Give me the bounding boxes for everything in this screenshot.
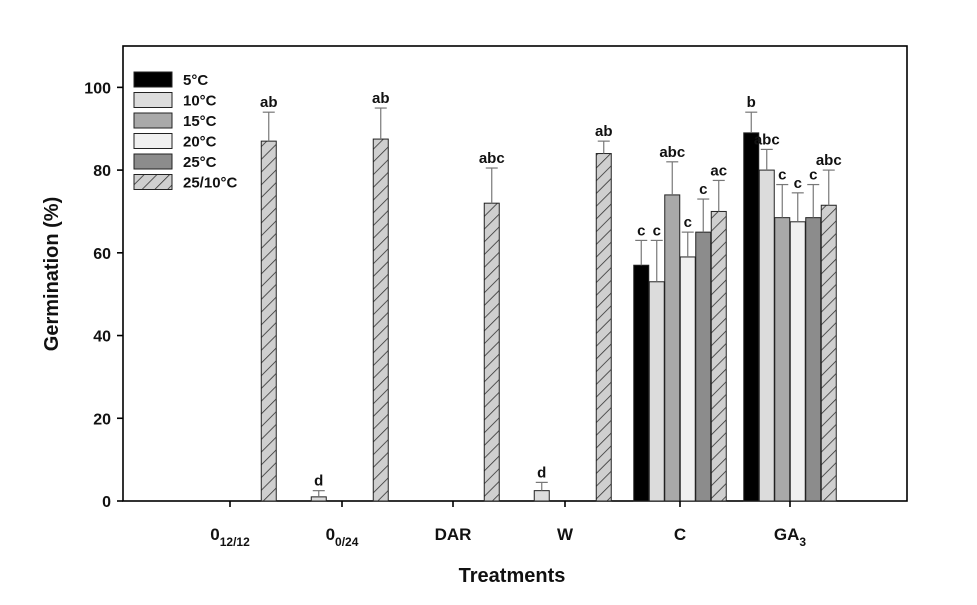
bar	[805, 217, 822, 502]
bar	[372, 138, 389, 502]
bar	[595, 153, 612, 502]
bar	[789, 221, 806, 502]
bar	[664, 194, 681, 502]
y-tick-label: 40	[93, 329, 111, 346]
significance-label: ab	[260, 94, 278, 111]
y-axis: 0 20 40 60 80 100	[84, 80, 123, 511]
y-tick-label: 80	[93, 163, 111, 180]
significance-label: d	[314, 473, 323, 490]
legend-swatch	[133, 112, 173, 129]
legend-swatch	[133, 71, 173, 88]
y-axis-title: Germination (%)	[41, 197, 63, 351]
x-category-label: GA3	[774, 525, 807, 549]
significance-label: abc	[754, 131, 780, 148]
bar	[633, 264, 650, 502]
significance-label: ab	[595, 123, 613, 140]
significance-label: c	[778, 167, 786, 184]
bar	[260, 140, 277, 502]
y-tick-label: 0	[102, 494, 111, 511]
x-category-label: W	[557, 525, 574, 544]
bar	[648, 281, 665, 502]
significance-label: abc	[479, 150, 505, 167]
significance-label: c	[653, 222, 661, 239]
bar	[679, 256, 696, 502]
significance-label: c	[684, 214, 692, 231]
significance-label: ac	[710, 162, 727, 179]
bar	[483, 202, 500, 502]
significance-label: c	[809, 167, 817, 184]
x-axis: 012/12 00/24 DAR W C GA3	[210, 501, 806, 549]
significance-label: d	[537, 464, 546, 481]
y-tick-label: 100	[84, 80, 111, 97]
bar	[695, 231, 712, 502]
y-tick-label: 20	[93, 411, 111, 428]
x-category-label: DAR	[435, 525, 472, 544]
significance-label: abc	[816, 152, 842, 169]
bar	[310, 496, 327, 502]
x-axis-title: Treatments	[459, 565, 566, 587]
legend-label: 25/10°C	[183, 175, 238, 192]
x-category-label: 012/12	[210, 525, 250, 549]
significance-label: ab	[372, 90, 390, 107]
significance-label: c	[699, 181, 707, 198]
legend-label: 10°C	[183, 93, 217, 110]
x-category-label: C	[674, 525, 686, 544]
bar	[820, 204, 837, 502]
significance-label: b	[747, 94, 756, 111]
significance-label: c	[637, 222, 645, 239]
legend-swatch	[133, 153, 173, 170]
bar	[758, 169, 775, 502]
bar	[533, 490, 550, 502]
legend-swatch	[133, 133, 173, 149]
legend-label: 20°C	[183, 134, 217, 151]
bar	[710, 210, 727, 502]
legend-swatch	[133, 92, 173, 108]
x-category-label: 00/24	[326, 525, 359, 549]
legend: 5°C 10°C 15°C 20°C 25°C 25/10°C	[133, 71, 238, 192]
legend-swatch	[133, 174, 173, 190]
y-tick-label: 60	[93, 246, 111, 263]
bar	[743, 132, 760, 502]
plot-frame	[122, 45, 908, 502]
significance-label: abc	[659, 144, 685, 161]
legend-label: 15°C	[183, 113, 217, 130]
legend-label: 25°C	[183, 154, 217, 171]
significance-label: c	[794, 175, 802, 192]
legend-label: 5°C	[183, 72, 208, 89]
bar	[774, 217, 791, 502]
